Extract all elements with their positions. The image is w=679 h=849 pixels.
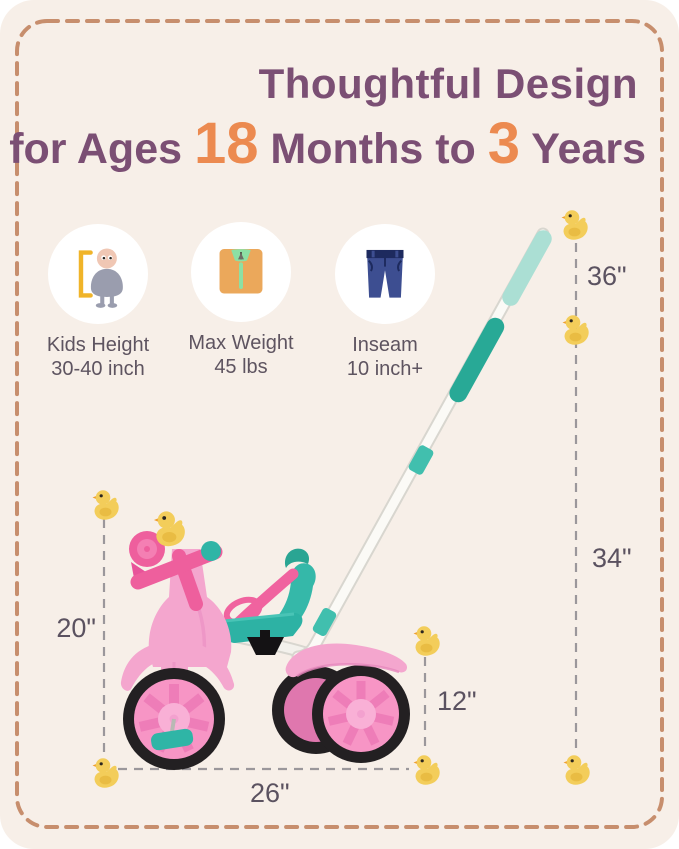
handle-grip-lower	[449, 317, 505, 403]
tricycle	[120, 227, 552, 770]
measurement-handle-lower: 34"	[592, 543, 632, 573]
page-title: Thoughtful Design	[258, 60, 638, 107]
spec-max-weight: Max Weight 45 lbs	[166, 222, 316, 379]
subtitle-text: Years	[520, 125, 646, 173]
subtitle-age-months: 18	[193, 111, 259, 176]
subtitle-text: for Ages	[9, 125, 194, 173]
measurement-handle-upper: 36"	[587, 261, 627, 291]
measurement-length: 26"	[250, 778, 290, 808]
spec-value: 45 lbs	[214, 356, 268, 378]
duck-icon	[562, 315, 589, 345]
spec-value: 30-40 inch	[51, 358, 145, 380]
subtitle-text: Months to	[258, 125, 488, 173]
subtitle-age-years: 3	[487, 111, 521, 176]
duck-icon	[561, 210, 588, 240]
spec-inseam: Inseam 10 inch+	[310, 224, 460, 381]
measurement-rear-wheel: 12"	[437, 686, 477, 716]
child-height-icon	[78, 248, 123, 308]
spec-value: 10 inch+	[346, 358, 424, 380]
weight-scale-icon	[219, 249, 263, 294]
spec-label: Max Weight	[188, 332, 294, 354]
duck-horn-icon	[153, 511, 185, 547]
duck-icon	[563, 755, 590, 785]
duck-icon	[92, 758, 119, 788]
pedal	[151, 728, 194, 751]
spec-label: Kids Height	[46, 334, 150, 356]
measurement-handlebar-height: 20"	[56, 613, 96, 643]
spec-kids-height: Kids Height 30-40 inch	[23, 224, 173, 381]
seat-adjust-knob	[247, 637, 284, 655]
seat	[220, 548, 316, 655]
pants-inseam-icon	[366, 249, 404, 298]
handle-grip-top	[502, 230, 552, 306]
duck-icon	[92, 490, 119, 520]
duck-icon	[413, 626, 440, 656]
spec-label: Inseam	[352, 334, 418, 356]
duck-icon	[413, 755, 440, 785]
handlebar	[129, 511, 223, 611]
page-subtitle: for Ages 18 Months to 3 Years	[9, 111, 646, 176]
